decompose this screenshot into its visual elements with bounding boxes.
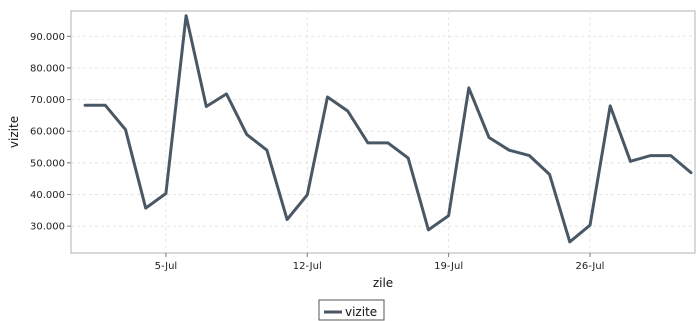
y-tick-label: 70.000	[30, 95, 65, 106]
y-tick-label: 80.000	[30, 63, 65, 74]
y-tick-label: 50.000	[30, 158, 65, 169]
x-axis-ticks: 5-Jul 12-Jul 19-Jul 26-Jul	[155, 253, 605, 272]
x-tick-label: 26-Jul	[576, 261, 605, 272]
legend: vizite	[318, 299, 385, 321]
x-axis-title: zile	[373, 276, 393, 290]
y-tick-label: 60.000	[30, 127, 65, 138]
y-tick-label: 40.000	[30, 190, 65, 201]
x-tick-label: 5-Jul	[155, 261, 178, 272]
legend-box	[318, 299, 385, 321]
series-line-vizite	[83, 14, 693, 244]
y-tick-label: 90.000	[30, 32, 65, 43]
y-tick-label: 30.000	[30, 222, 65, 233]
plot-area	[70, 10, 696, 254]
y-axis-title: vizite	[7, 116, 21, 148]
x-tick-label: 19-Jul	[434, 261, 463, 272]
y-axis-ticks: 30.000 40.000 50.000 60.000 70.000 80.000 90.0…	[30, 32, 71, 233]
legend-label: vizite	[345, 305, 377, 319]
x-tick-label: 12-Jul	[293, 261, 322, 272]
grid-lines	[71, 11, 695, 253]
